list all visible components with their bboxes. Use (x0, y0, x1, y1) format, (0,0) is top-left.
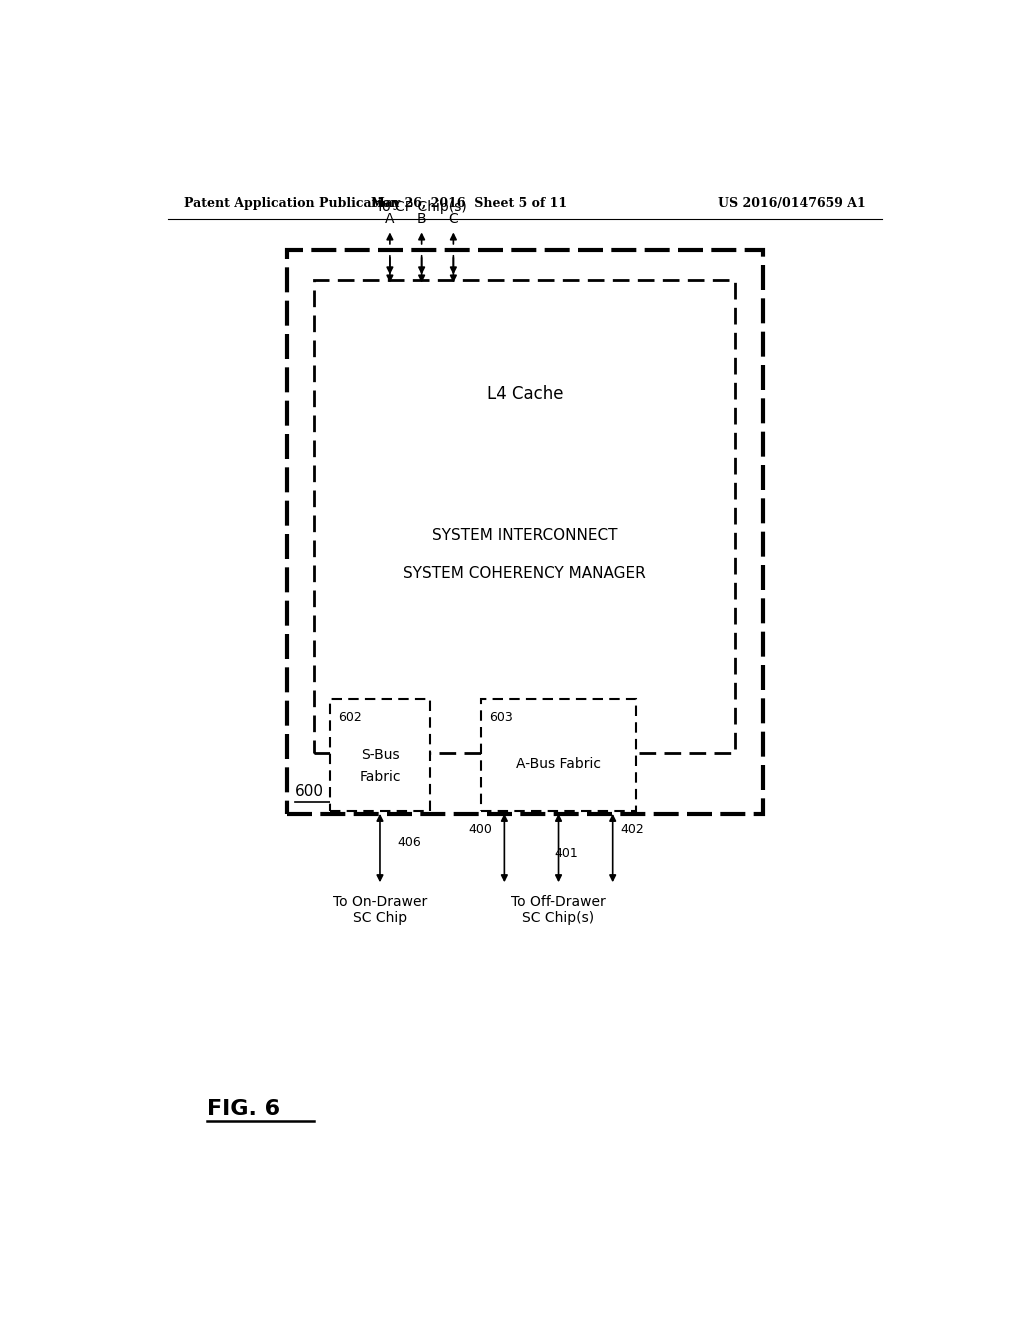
Text: 602: 602 (338, 711, 362, 725)
Bar (314, 280, 735, 752)
Bar (331, 700, 430, 810)
Text: Fabric: Fabric (359, 771, 400, 784)
Text: SYSTEM COHERENCY MANAGER: SYSTEM COHERENCY MANAGER (403, 566, 646, 581)
Text: 603: 603 (489, 711, 513, 725)
Text: Patent Application Publication: Patent Application Publication (183, 197, 399, 210)
Text: 600: 600 (295, 784, 324, 799)
Text: S-Bus: S-Bus (360, 748, 399, 762)
Text: To Off-Drawer
SC Chip(s): To Off-Drawer SC Chip(s) (511, 895, 606, 925)
Text: B: B (417, 213, 426, 227)
Text: SYSTEM INTERCONNECT: SYSTEM INTERCONNECT (432, 528, 617, 543)
Text: 400: 400 (469, 824, 493, 837)
Text: 401: 401 (555, 846, 579, 859)
Text: 601: 601 (338, 710, 368, 725)
Text: To On-Drawer
SC Chip: To On-Drawer SC Chip (333, 895, 427, 925)
Text: 402: 402 (621, 824, 644, 837)
Text: L4 Cache: L4 Cache (486, 385, 563, 403)
Text: 406: 406 (397, 837, 421, 850)
Text: FIG. 6: FIG. 6 (207, 1098, 281, 1119)
Text: A: A (385, 213, 394, 227)
Text: May 26, 2016  Sheet 5 of 11: May 26, 2016 Sheet 5 of 11 (371, 197, 567, 210)
Text: A-Bus Fabric: A-Bus Fabric (516, 756, 601, 771)
Bar (481, 700, 636, 810)
Text: To CP Chip(s): To CP Chip(s) (376, 201, 467, 214)
Text: C: C (449, 213, 459, 227)
Bar (287, 249, 763, 814)
Text: US 2016/0147659 A1: US 2016/0147659 A1 (718, 197, 866, 210)
